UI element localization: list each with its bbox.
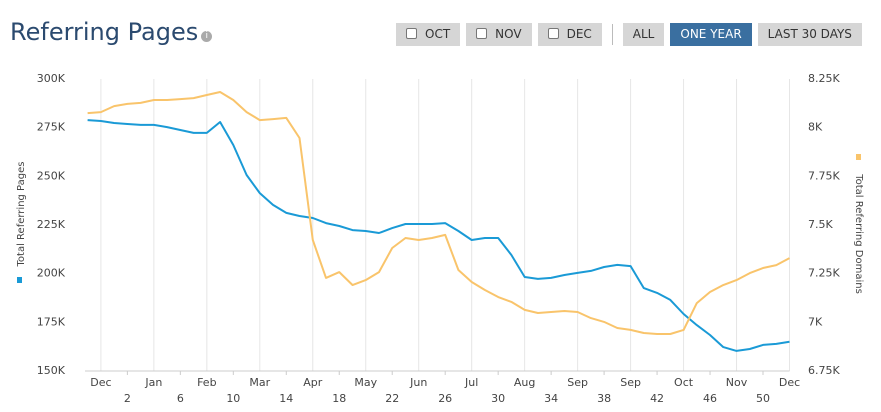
- button-label: ONE YEAR: [680, 27, 742, 41]
- button-label: DEC: [566, 27, 592, 41]
- range-buttons: OCT NOV DEC ALL ONE YEAR LAST 30 DAYS: [396, 23, 862, 46]
- range-button[interactable]: ALL: [622, 23, 665, 46]
- button-label: ALL: [632, 27, 655, 41]
- y2-tick-label: 7K: [808, 315, 823, 328]
- y-tick-label: 175K: [37, 315, 66, 328]
- x-tick-label: Jul: [464, 376, 478, 389]
- x-tick-label: Feb: [197, 376, 216, 389]
- x-week-label: 42: [650, 392, 664, 405]
- y2-tick-label: 8.25K: [808, 72, 840, 85]
- y2-axis-title: Total Referring Domains: [853, 173, 864, 294]
- x-week-label: 2: [124, 392, 131, 405]
- y-tick-label: 225K: [37, 218, 66, 231]
- page-title: Referring Pages i: [10, 18, 213, 46]
- x-tick-label: Nov: [726, 376, 748, 389]
- series-line: [87, 119, 790, 352]
- button-label: OCT: [425, 27, 451, 41]
- y-tick-label: 300K: [37, 72, 66, 85]
- x-week-label: 30: [491, 392, 505, 405]
- y2-tick-label: 7.25K: [808, 267, 840, 280]
- x-tick-label: Oct: [674, 376, 694, 389]
- x-tick-label: Jan: [144, 376, 162, 389]
- range-button[interactable]: LAST 30 DAYS: [757, 23, 862, 46]
- legend-marker: [17, 277, 22, 283]
- checkbox[interactable]: [406, 28, 417, 39]
- y2-tick-label: 7.75K: [808, 169, 840, 182]
- x-tick-label: Apr: [303, 376, 323, 389]
- x-tick-label: Dec: [779, 376, 800, 389]
- x-week-label: 34: [544, 392, 558, 405]
- button-label: NOV: [495, 27, 522, 41]
- x-week-label: 38: [597, 392, 611, 405]
- x-tick-label: Sep: [567, 376, 588, 389]
- checkbox[interactable]: [547, 28, 559, 39]
- x-week-label: 26: [438, 392, 452, 405]
- series-line: [87, 91, 790, 335]
- y-tick-label: 275K: [37, 121, 66, 134]
- range-button[interactable]: OCT: [396, 23, 461, 46]
- x-tick-label: Mar: [249, 376, 270, 389]
- x-week-label: 6: [177, 392, 184, 405]
- y-tick-label: 250K: [37, 169, 66, 182]
- y2-tick-label: 8K: [808, 121, 823, 134]
- x-tick-label: Sep: [620, 376, 641, 389]
- button-label: LAST 30 DAYS: [767, 27, 852, 41]
- x-tick-label: Dec: [90, 376, 111, 389]
- x-tick-label: Jun: [409, 376, 427, 389]
- legend-marker: [856, 154, 861, 160]
- y-tick-label: 150K: [37, 364, 66, 377]
- y-tick-label: 200K: [37, 267, 66, 280]
- separator: [611, 24, 613, 45]
- x-tick-label: May: [354, 376, 377, 389]
- x-week-label: 50: [756, 392, 770, 405]
- y2-tick-label: 6.75K: [808, 364, 840, 377]
- range-button[interactable]: NOV: [466, 23, 532, 46]
- x-tick-label: Aug: [514, 376, 535, 389]
- range-button[interactable]: DEC: [537, 23, 602, 46]
- x-week-label: 14: [279, 392, 293, 405]
- range-button[interactable]: ONE YEAR: [670, 23, 752, 46]
- y2-tick-label: 7.5K: [808, 218, 833, 231]
- checkbox[interactable]: [476, 28, 488, 39]
- x-week-label: 22: [385, 392, 399, 405]
- x-week-label: 18: [332, 392, 346, 405]
- info-icon[interactable]: i: [201, 31, 213, 42]
- x-week-label: 10: [226, 392, 240, 405]
- x-week-label: 46: [703, 392, 717, 405]
- y-axis-title: Total Referring Pages: [16, 162, 27, 268]
- title-text: Referring Pages: [10, 18, 199, 46]
